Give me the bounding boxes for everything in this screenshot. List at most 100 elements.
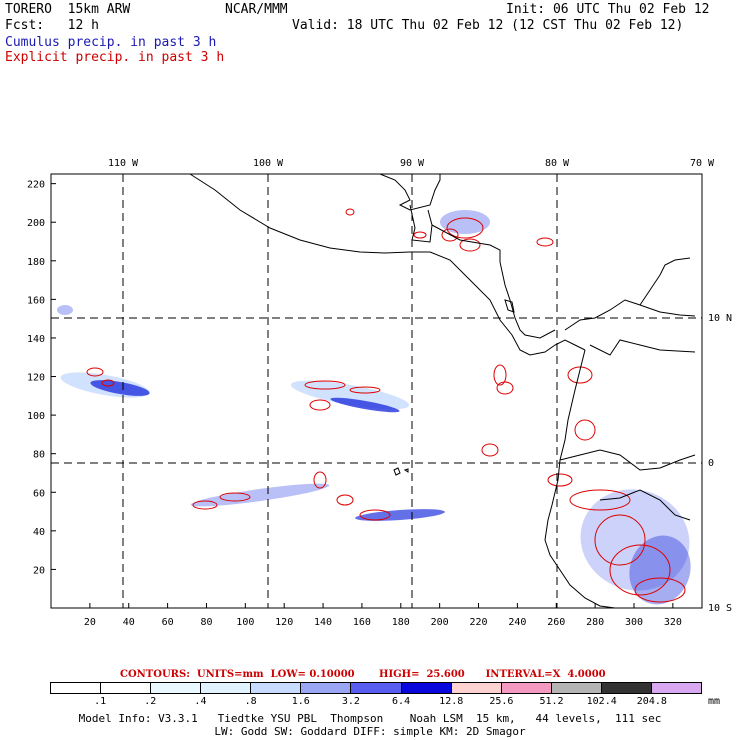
y-tick-label: 180 xyxy=(27,257,45,268)
x-tick-label: 260 xyxy=(547,617,565,628)
legend-cumulus: Cumulus precip. in past 3 h xyxy=(5,35,217,50)
colorbar-swatch xyxy=(51,683,102,693)
cumulus-band xyxy=(190,483,330,507)
precip-contour xyxy=(304,380,346,390)
precip-contour xyxy=(446,217,484,239)
precip-contour xyxy=(569,489,631,511)
x-tick-label: 200 xyxy=(431,617,449,628)
x-tick-label: 40 xyxy=(123,617,135,628)
x-tick-label: 20 xyxy=(84,617,96,628)
central-america-pacific xyxy=(429,251,586,356)
y-tick-label: 80 xyxy=(33,450,45,461)
precip-contour xyxy=(481,443,499,457)
precip-contour xyxy=(567,366,593,384)
model-info-line2: LW: Godd SW: Goddard DIFF: simple KM: 2D… xyxy=(214,725,526,738)
x-tick-label: 320 xyxy=(664,617,682,628)
precip-contour xyxy=(594,514,646,566)
cumulus-core xyxy=(90,380,150,396)
colorbar-swatch xyxy=(151,683,202,693)
colorbar-labels: .1 .2 .4 .8 1.6 3.2 6.4 12.8 25.6 51.2 102.4 204.8 xyxy=(0,696,740,710)
model-info: Model Info: V3.3.1 Tiedtke YSU PBL Thomp… xyxy=(0,712,740,738)
colorbar-swatch xyxy=(551,683,602,693)
x-tick-label: 160 xyxy=(353,617,371,628)
cumulus-cell xyxy=(57,305,73,315)
model-title: TORERO 15km ARW xyxy=(5,2,131,17)
colorbar xyxy=(50,682,702,694)
colorbar-label: 25.6 xyxy=(489,696,514,707)
colorbar-label: 102.4 xyxy=(586,696,617,707)
precip-contour xyxy=(413,231,427,239)
colorbar-label: 6.4 xyxy=(392,696,411,707)
latitude-label: 10 S xyxy=(708,603,732,614)
colorbar-label: .2 xyxy=(144,696,157,707)
venezuela-coast xyxy=(639,257,691,306)
precip-contour xyxy=(313,471,327,489)
y-tick-label: 100 xyxy=(27,411,45,422)
colorbar-swatch xyxy=(451,683,502,693)
precip-contour xyxy=(86,367,104,377)
colorbar-swatch xyxy=(201,683,252,693)
precip-contour xyxy=(536,237,554,247)
longitude-label: 100 W xyxy=(253,158,284,169)
central-america-caribbean xyxy=(499,261,556,339)
colorbar-label: 3.2 xyxy=(341,696,360,707)
precip-contour xyxy=(496,381,514,395)
colorbar-label: 51.2 xyxy=(539,696,564,707)
latitude-label: 0 xyxy=(708,458,714,469)
precip-contour xyxy=(493,364,507,386)
colorbar-unit: mm xyxy=(708,696,721,707)
legend-explicit: Explicit precip. in past 3 h xyxy=(5,50,225,65)
valid-time: Valid: 18 UTC Thu 02 Feb 12 (12 CST Thu … xyxy=(292,18,684,33)
cumulus-core xyxy=(629,535,691,605)
colorbar-label: 1.6 xyxy=(291,696,310,707)
x-tick-label: 120 xyxy=(275,617,293,628)
y-tick-label: 140 xyxy=(27,334,45,345)
precip-contour xyxy=(441,228,459,242)
precip-contour xyxy=(574,419,596,441)
colorbar-swatch xyxy=(251,683,302,693)
latitude-label: 10 N xyxy=(708,313,732,324)
colorbar-swatch xyxy=(401,683,452,693)
colorbar-swatch xyxy=(601,683,652,693)
x-tick-label: 300 xyxy=(625,617,643,628)
precip-contour xyxy=(609,544,671,596)
colombia-caribbean xyxy=(564,299,696,331)
precip-contour xyxy=(192,500,218,510)
colorbar-label: .1 xyxy=(94,696,107,707)
peru-brazil-border xyxy=(599,489,691,521)
cumulus-core xyxy=(330,397,400,413)
longitude-label: 80 W xyxy=(545,158,570,169)
precip-contour xyxy=(634,577,686,603)
honduras-coast xyxy=(431,224,501,262)
precip-contour xyxy=(309,399,331,411)
y-tick-label: 40 xyxy=(33,527,45,538)
y-tick-label: 120 xyxy=(27,373,45,384)
galapagos xyxy=(393,467,409,476)
precip-contour xyxy=(459,238,481,252)
forecast-hour: Fcst: 12 h xyxy=(5,18,99,33)
precip-contour xyxy=(349,386,381,394)
x-tick-label: 80 xyxy=(200,617,212,628)
longitude-label: 110 W xyxy=(108,158,139,169)
colorbar-label: 12.8 xyxy=(439,696,464,707)
colombia-venezuela-border xyxy=(589,339,696,356)
model-info-line1: Model Info: V3.3.1 Tiedtke YSU PBL Thomp… xyxy=(78,712,662,725)
nicaragua-lake xyxy=(504,299,515,313)
yucatan-coastline xyxy=(379,173,441,211)
colorbar-label: .4 xyxy=(194,696,207,707)
colorbar-swatch xyxy=(651,683,702,693)
colorbar-swatch xyxy=(101,683,152,693)
colorbar-swatch xyxy=(501,683,552,693)
precip-contour xyxy=(359,509,391,521)
colorbar-swatch xyxy=(301,683,352,693)
x-tick-label: 180 xyxy=(392,617,410,628)
y-tick-label: 200 xyxy=(27,218,45,229)
colorbar-label: .8 xyxy=(244,696,257,707)
colombia-pacific xyxy=(547,349,586,521)
y-tick-label: 160 xyxy=(27,295,45,306)
org-label: NCAR/MMM xyxy=(225,2,288,17)
x-tick-label: 140 xyxy=(314,617,332,628)
x-tick-label: 220 xyxy=(469,617,487,628)
x-tick-label: 60 xyxy=(162,617,174,628)
